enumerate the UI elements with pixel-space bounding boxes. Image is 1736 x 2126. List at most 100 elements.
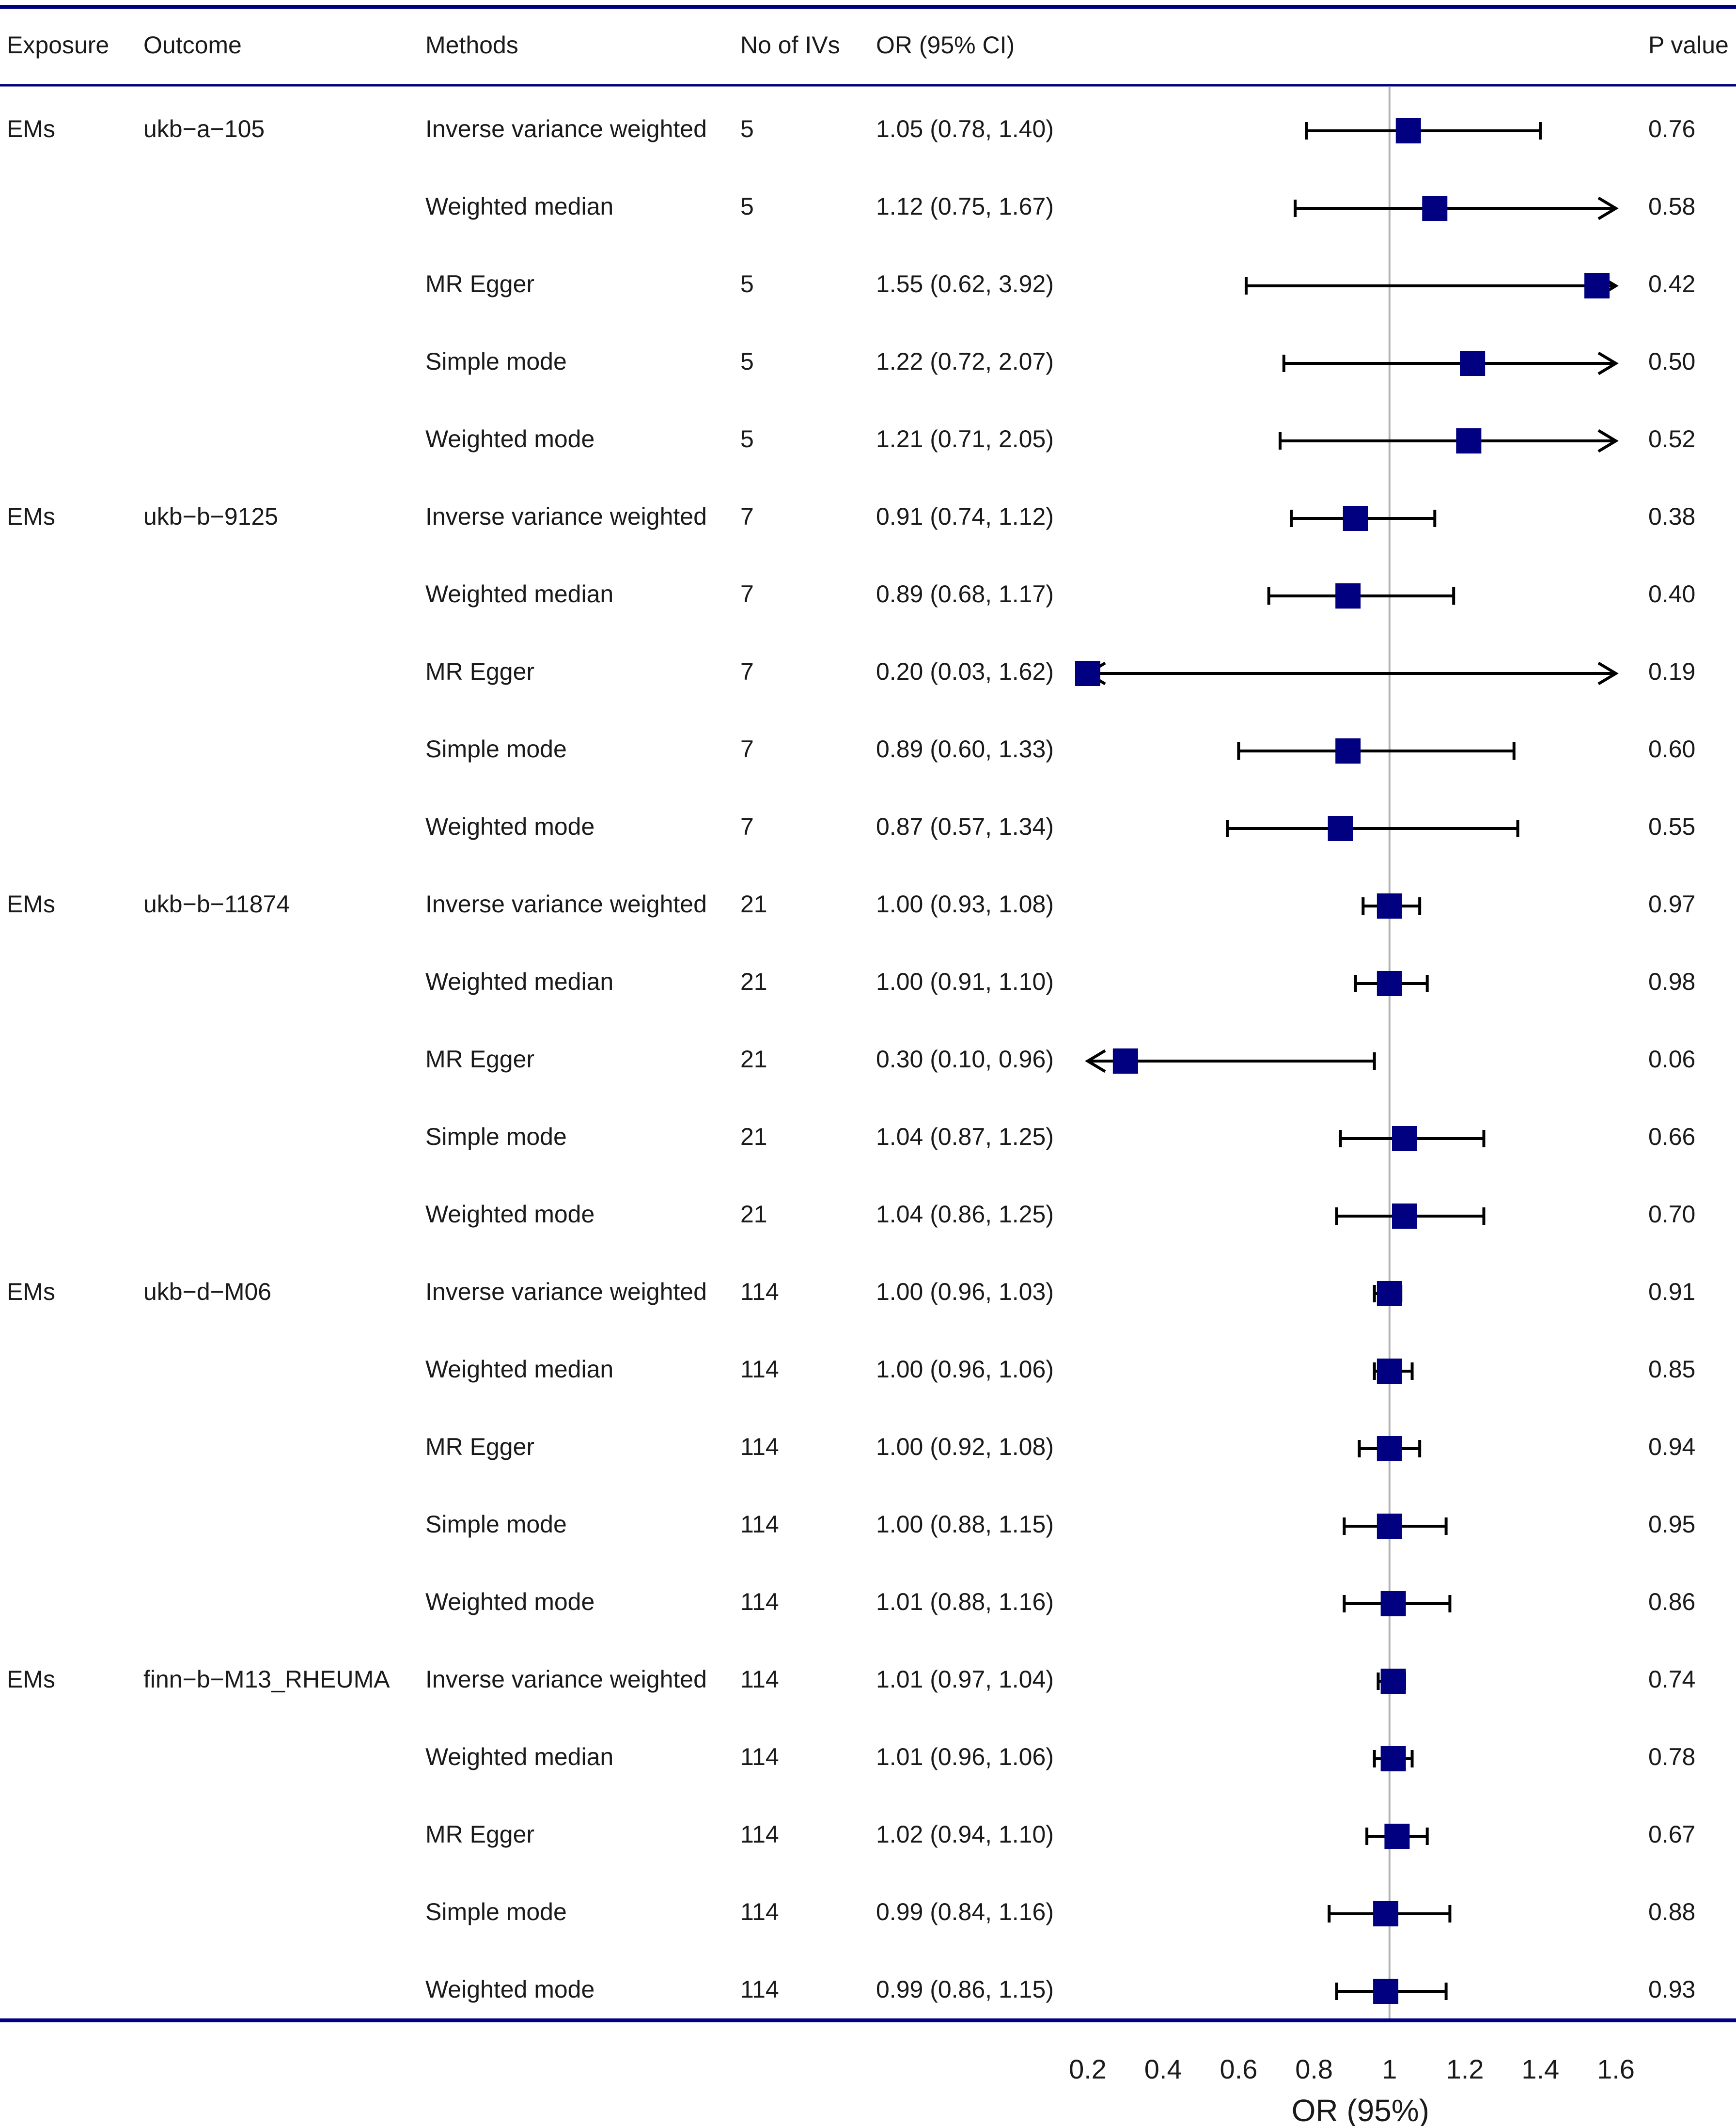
point-estimate — [1373, 1901, 1399, 1926]
cell-n-iv: 21 — [740, 1046, 767, 1073]
point-estimate — [1384, 1824, 1410, 1849]
cell-p: 0.06 — [1648, 1046, 1695, 1073]
x-tick-label: 0.4 — [1144, 2054, 1182, 2084]
cell-or-text: 0.99 (0.84, 1.16) — [876, 1898, 1054, 1925]
cell-n-iv: 5 — [740, 193, 754, 220]
cell-n-iv: 114 — [740, 1588, 779, 1615]
cell-or-text: 1.00 (0.88, 1.15) — [876, 1511, 1054, 1538]
cell-method: MR Egger — [425, 1433, 534, 1460]
point-estimate — [1373, 1979, 1399, 2004]
cell-or-text: 0.30 (0.10, 0.96) — [876, 1046, 1054, 1073]
cell-n-iv: 114 — [740, 1356, 779, 1383]
cell-or-text: 1.04 (0.87, 1.25) — [876, 1123, 1054, 1150]
cell-method: MR Egger — [425, 270, 534, 297]
cell-exposure: EMs — [7, 503, 55, 530]
cell-p: 0.97 — [1648, 891, 1695, 918]
table-body: EMs ukb−a−105 Inverse variance weighted 5 1.… — [7, 115, 1695, 2004]
table-row: MR Egger 5 1.55 (0.62, 3.92) 0.42 — [425, 270, 1695, 298]
cell-p: 0.38 — [1648, 503, 1695, 530]
cell-or-text: 1.00 (0.93, 1.08) — [876, 891, 1054, 918]
cell-n-iv: 114 — [740, 1743, 779, 1770]
cell-n-iv: 7 — [740, 503, 754, 530]
ci-arrow-right — [1597, 196, 1619, 220]
cell-or-text: 1.05 (0.78, 1.40) — [876, 115, 1054, 142]
ci-arrow-right — [1597, 661, 1619, 686]
point-estimate — [1376, 893, 1402, 919]
x-tick-label: 1.6 — [1597, 2054, 1635, 2084]
cell-n-iv: 7 — [740, 735, 754, 763]
table-row: Simple mode 21 1.04 (0.87, 1.25) 0.66 — [425, 1123, 1695, 1151]
cell-method: Inverse variance weighted — [425, 1666, 707, 1693]
cell-n-iv: 114 — [740, 1976, 779, 2003]
cell-exposure: EMs — [7, 1666, 55, 1693]
table-row: Weighted median 5 1.12 (0.75, 1.67) 0.58 — [425, 193, 1695, 221]
cell-exposure: EMs — [7, 891, 55, 918]
table-row: Weighted median 114 1.01 (0.96, 1.06) 0.78 — [425, 1743, 1695, 1771]
cell-or-text: 1.02 (0.94, 1.10) — [876, 1821, 1054, 1848]
cell-or-text: 1.04 (0.86, 1.25) — [876, 1201, 1054, 1228]
cell-or-text: 1.22 (0.72, 2.07) — [876, 348, 1054, 375]
cell-p: 0.40 — [1648, 580, 1695, 608]
x-tick-label: 1.4 — [1521, 2054, 1559, 2084]
cell-p: 0.85 — [1648, 1356, 1695, 1383]
cell-outcome: ukb−b−9125 — [143, 503, 278, 530]
cell-or-text: 0.20 (0.03, 1.62) — [876, 658, 1054, 685]
column-header-p: P value — [1648, 31, 1729, 59]
cell-n-iv: 114 — [740, 1433, 779, 1460]
cell-p: 0.76 — [1648, 115, 1695, 142]
point-estimate — [1380, 1746, 1406, 1771]
cell-method: Weighted mode — [425, 813, 594, 840]
table-row: EMs ukb−b−11874 Inverse variance weighted 2… — [7, 891, 1695, 919]
point-estimate — [1376, 1281, 1402, 1306]
point-estimate — [1376, 971, 1402, 996]
cell-exposure: EMs — [7, 115, 55, 142]
cell-method: Inverse variance weighted — [425, 115, 707, 142]
table-row: EMs ukb−d−M06 Inverse variance weighted 114… — [7, 1278, 1695, 1306]
cell-method: MR Egger — [425, 1821, 534, 1848]
table-row: MR Egger 114 1.02 (0.94, 1.10) 0.67 — [425, 1821, 1695, 1849]
column-header-method: Methods — [425, 31, 518, 59]
cell-or-text: 0.99 (0.86, 1.15) — [876, 1976, 1054, 2003]
cell-method: Weighted median — [425, 193, 613, 220]
ci-arrow-right — [1597, 351, 1619, 375]
cell-method: Weighted mode — [425, 1588, 594, 1615]
cell-or-text: 1.01 (0.97, 1.04) — [876, 1666, 1054, 1693]
cell-p: 0.66 — [1648, 1123, 1695, 1150]
cell-n-iv: 21 — [740, 891, 767, 918]
table-row: EMs finn−b−M13_RHEUMA Inverse variance wei… — [7, 1666, 1695, 1694]
cell-p: 0.98 — [1648, 968, 1695, 995]
cell-or-text: 1.55 (0.62, 3.92) — [876, 270, 1054, 297]
table-row: Weighted mode 21 1.04 (0.86, 1.25) 0.70 — [425, 1201, 1695, 1229]
table-row: Weighted mode 114 1.01 (0.88, 1.16) 0.86 — [425, 1588, 1695, 1616]
point-estimate — [1343, 506, 1368, 531]
cell-n-iv: 114 — [740, 1821, 779, 1848]
ci-arrow-right — [1597, 429, 1619, 453]
cell-or-text: 0.91 (0.74, 1.12) — [876, 503, 1054, 530]
cell-n-iv: 5 — [740, 270, 754, 297]
cell-p: 0.91 — [1648, 1278, 1695, 1305]
cell-n-iv: 7 — [740, 658, 754, 685]
cell-p: 0.67 — [1648, 1821, 1695, 1848]
cell-or-text: 1.21 (0.71, 2.05) — [876, 425, 1054, 453]
point-estimate — [1335, 738, 1361, 764]
point-estimate — [1422, 196, 1448, 221]
table-row: Weighted median 7 0.89 (0.68, 1.17) 0.40 — [425, 580, 1695, 609]
cell-method: MR Egger — [425, 1046, 534, 1073]
point-estimate — [1456, 428, 1482, 453]
cell-or-text: 1.00 (0.96, 1.03) — [876, 1278, 1054, 1305]
ci-arrow-left — [1085, 1049, 1106, 1073]
table-row: Simple mode 5 1.22 (0.72, 2.07) 0.50 — [425, 348, 1695, 376]
cell-n-iv: 21 — [740, 1123, 767, 1150]
x-tick-label: 1 — [1382, 2054, 1397, 2084]
cell-outcome: finn−b−M13_RHEUMA — [143, 1666, 390, 1693]
cell-n-iv: 7 — [740, 580, 754, 608]
cell-method: Weighted mode — [425, 425, 594, 453]
cell-p: 0.42 — [1648, 270, 1695, 297]
x-axis: 0.2 0.4 0.6 0.8 1 1.2 1.4 1.6 OR (95%) — [1069, 2054, 1635, 2126]
cell-p: 0.86 — [1648, 1588, 1695, 1615]
point-estimate — [1380, 1591, 1406, 1616]
cell-p: 0.88 — [1648, 1898, 1695, 1925]
cell-p: 0.93 — [1648, 1976, 1695, 2003]
cell-or-text: 1.00 (0.96, 1.06) — [876, 1356, 1054, 1383]
cell-p: 0.94 — [1648, 1433, 1695, 1460]
